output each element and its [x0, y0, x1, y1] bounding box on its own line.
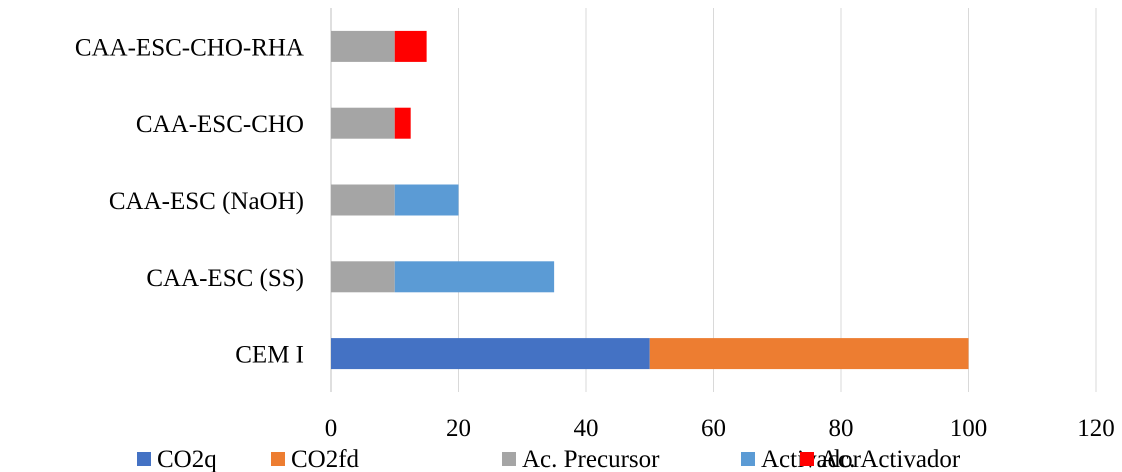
x-tick-label: 100 — [950, 415, 988, 442]
bar-segment — [331, 338, 650, 370]
category-label: CEM I — [235, 342, 304, 369]
x-tick-label: 20 — [446, 415, 471, 442]
legend-swatch — [271, 452, 285, 466]
category-label: CAA-ESC-CHO — [136, 111, 304, 138]
category-labels: CEM I CAA-ESC (SS) CAA-ESC (NaOH) CAA-ESC-C… — [75, 34, 304, 368]
category-label: CAA-ESC (NaOH) — [109, 188, 304, 215]
bar-segment — [394, 30, 427, 62]
bar-segment — [331, 261, 395, 293]
category-label: CAA-ESC-CHO-RHA — [75, 34, 304, 61]
bars — [331, 30, 969, 370]
x-tick-label: 120 — [1077, 415, 1115, 442]
legend-swatch — [741, 452, 755, 466]
legend-label: Ac. Activador — [820, 446, 961, 472]
bar-segment — [331, 107, 395, 139]
bar-segment — [331, 30, 395, 62]
legend-label: CO2fd — [291, 446, 360, 472]
gridlines — [330, 8, 1097, 392]
bar-segment — [394, 107, 411, 139]
legend-label: CO2q — [157, 446, 217, 472]
bar-segment — [394, 261, 555, 293]
legend-swatch — [502, 452, 516, 466]
bar-segment — [649, 338, 969, 370]
legend-swatch — [800, 452, 814, 466]
bar-segment — [394, 184, 459, 216]
x-tick-label: 40 — [574, 415, 599, 442]
bar-segment — [331, 184, 395, 216]
x-tick-label: 60 — [701, 415, 726, 442]
category-label: CAA-ESC (SS) — [146, 265, 304, 292]
legend-label: Ac. Precursor — [522, 446, 660, 472]
x-tick-label: 80 — [829, 415, 854, 442]
x-tick-labels: 0 20 40 60 80 100 120 — [325, 415, 1115, 442]
x-tick-label: 0 — [325, 415, 338, 442]
legend-swatch — [137, 452, 151, 466]
